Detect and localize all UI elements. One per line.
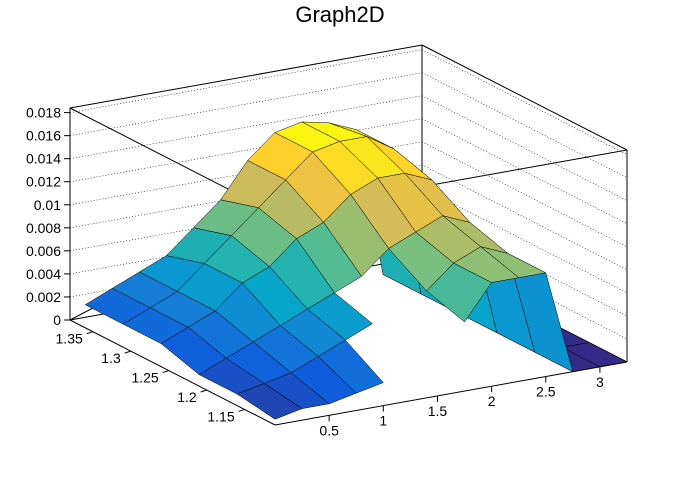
z-tick-label: 0.014 [26,151,61,167]
x-tick-label: 1.5 [428,403,448,419]
grid-line [421,95,628,201]
y-tick-label: 1.3 [101,350,121,366]
y-tick-label: 1.35 [56,331,83,347]
z-tick-label: 0.012 [26,174,61,190]
y-tick-label: 1.25 [131,370,158,386]
x-tick-label: 3 [596,374,604,390]
y-tick [86,331,93,335]
y-tick-label: 1.2 [177,389,197,405]
grid-line [421,49,628,155]
grid-line [421,72,628,178]
y-tick [124,350,131,354]
x-tick-label: 1 [379,413,387,429]
grid-line [69,95,423,159]
surface-cell [426,262,492,323]
z-tick-label: 0 [53,312,61,328]
y-axis [69,319,276,426]
x-tick-label: 0.5 [319,422,339,438]
z-tick-label: 0.006 [26,243,61,259]
grid-line [69,118,423,183]
z-tick-label: 0.016 [26,128,61,144]
z-tick-label: 0.002 [26,289,61,305]
x-axis [274,361,628,426]
chart-title: Graph2D [295,2,384,27]
x-tick-label: 2 [488,393,496,409]
box-edge [69,44,423,109]
box-edge [421,44,628,151]
z-tick-label: 0.004 [26,266,61,282]
surface-cell [236,383,303,420]
grid-line [69,49,423,113]
z-tick-label: 0.018 [26,105,61,121]
y-tick [162,370,169,374]
z-tick-label: 0.008 [26,220,61,236]
y-tick-label: 1.15 [207,408,234,424]
y-tick [238,408,245,412]
y-tick [200,389,207,393]
grid-line [69,72,423,136]
x-tick-label: 2.5 [536,384,556,400]
z-tick-label: 0.01 [34,197,61,213]
